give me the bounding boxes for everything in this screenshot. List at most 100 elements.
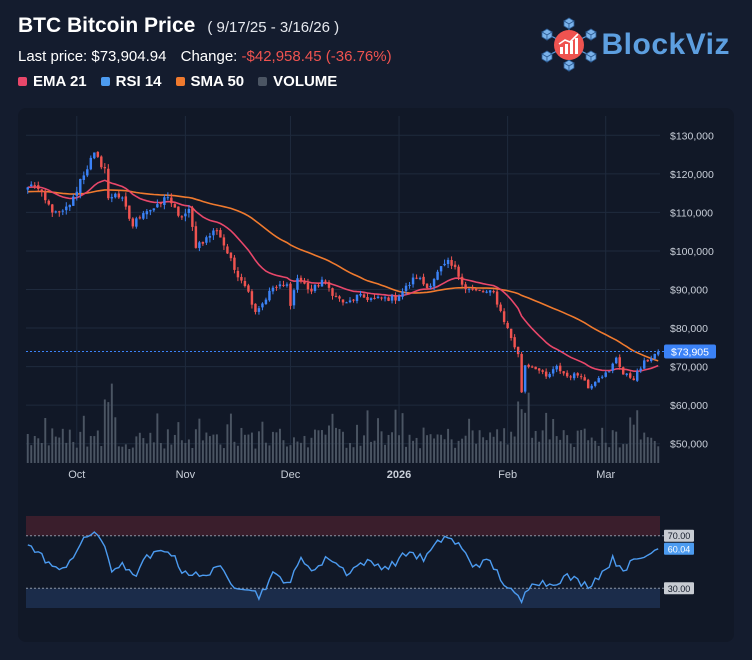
- volume-bar: [429, 434, 432, 463]
- candle: [320, 276, 324, 287]
- candle: [520, 351, 523, 393]
- candle: [600, 375, 604, 380]
- volume-bar: [461, 438, 464, 463]
- candle-body: [390, 295, 394, 301]
- rsi-30-tag: [664, 582, 694, 595]
- candle: [96, 151, 100, 159]
- volume-bar: [443, 439, 446, 463]
- y-tick-label: $120,000: [670, 169, 714, 181]
- volume-bar: [604, 442, 607, 463]
- candle-body: [30, 184, 33, 187]
- candle: [110, 193, 114, 203]
- volume-bar: [601, 427, 604, 463]
- candle-body: [355, 294, 359, 301]
- candle-body: [471, 288, 474, 290]
- candle-body: [79, 178, 82, 193]
- candle-body: [121, 197, 124, 199]
- candle: [604, 370, 607, 378]
- candle: [436, 269, 439, 281]
- volume-bar: [342, 431, 344, 463]
- candle-body: [590, 385, 593, 389]
- candle-body: [54, 211, 57, 213]
- blockchain-chart-logo-icon: [540, 17, 597, 72]
- y-tick-label: $100,000: [670, 246, 714, 258]
- candle: [408, 281, 411, 289]
- candle-body: [614, 357, 618, 364]
- candle: [653, 353, 656, 360]
- volume-bar: [653, 440, 656, 463]
- candle: [636, 368, 639, 383]
- candle-body: [187, 208, 191, 213]
- y-tick-label: $90,000: [670, 285, 708, 297]
- candle-body: [345, 302, 348, 304]
- candle-body: [250, 291, 254, 305]
- volume-bar: [303, 435, 306, 463]
- candle-body: [233, 257, 236, 270]
- candle-body: [583, 377, 586, 381]
- candle: [282, 280, 285, 288]
- candle: [289, 281, 292, 310]
- candle: [180, 215, 184, 220]
- chart-header: BTC Bitcoin Price ( 9/17/25 - 3/16/26 ) …: [18, 14, 734, 90]
- candle: [331, 287, 334, 300]
- volume-bar: [527, 392, 530, 463]
- volume-bar: [201, 440, 204, 463]
- volume-bar: [236, 445, 239, 463]
- candle: [229, 252, 233, 262]
- volume-bar: [541, 430, 544, 463]
- volume-bar: [457, 440, 460, 463]
- volume-bar: [398, 435, 401, 463]
- candle: [201, 241, 205, 246]
- candle-body: [96, 151, 100, 157]
- legend-swatch-rsi: [100, 77, 110, 86]
- volume-bar: [194, 429, 197, 463]
- candle-body: [502, 311, 506, 322]
- volume-bar: [625, 444, 628, 463]
- volume-bar: [229, 413, 232, 463]
- candle-body: [530, 366, 534, 368]
- candle: [292, 288, 296, 309]
- candle: [397, 294, 401, 302]
- y-tick-label: $60,000: [670, 400, 708, 412]
- legend-item-rsi[interactable]: RSI 14: [100, 73, 162, 90]
- candle: [629, 371, 632, 379]
- candle: [415, 274, 418, 280]
- candle: [145, 209, 149, 219]
- candle: [124, 192, 128, 210]
- volume-bar: [205, 432, 208, 463]
- volume-bar: [548, 439, 551, 463]
- y-tick-label: $80,000: [670, 323, 708, 335]
- legend-item-ema[interactable]: EMA 21: [18, 73, 87, 90]
- candle-body: [275, 286, 278, 288]
- legend-item-sma[interactable]: SMA 50: [175, 73, 244, 90]
- volume-bar: [352, 447, 355, 463]
- volume-bar: [391, 432, 394, 463]
- legend-item-volume[interactable]: VOLUME: [258, 73, 337, 90]
- volume-bar: [436, 434, 439, 463]
- candle: [376, 295, 380, 299]
- candle: [586, 378, 590, 389]
- volume-bar: [107, 402, 110, 463]
- candle-body: [516, 346, 520, 355]
- candle: [394, 292, 397, 304]
- last-price-label: Last price:: [18, 48, 88, 65]
- candle: [65, 202, 68, 215]
- candle-body: [485, 291, 488, 293]
- candle: [54, 210, 57, 214]
- candle-body: [537, 368, 541, 371]
- volume-bar: [650, 437, 653, 463]
- candle: [597, 376, 600, 383]
- candle-body: [61, 210, 65, 212]
- candle-body: [89, 157, 93, 170]
- volume-bar: [72, 441, 75, 463]
- candle-body: [341, 299, 345, 303]
- candle-body: [457, 266, 460, 277]
- volume-bar: [278, 428, 281, 463]
- volume-bar: [68, 429, 71, 463]
- y-tick-label: $130,000: [670, 130, 714, 142]
- candle-body: [492, 291, 495, 293]
- candle-body: [643, 360, 646, 369]
- volume-bar: [545, 412, 548, 463]
- candle: [40, 189, 43, 197]
- candle-body: [58, 211, 61, 213]
